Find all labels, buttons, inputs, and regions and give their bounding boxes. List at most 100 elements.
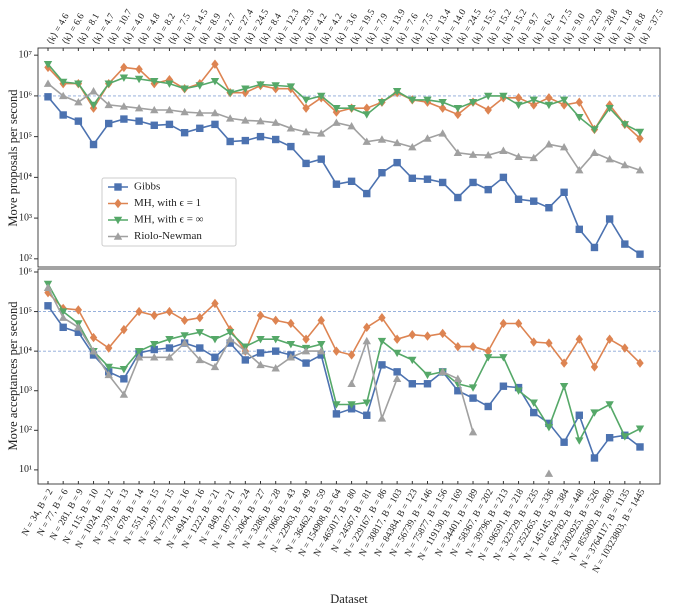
marker [468, 150, 478, 158]
y-tick-label: 10⁵ [19, 131, 33, 142]
marker [165, 120, 174, 129]
marker [271, 315, 280, 326]
marker [620, 160, 630, 169]
marker [119, 102, 129, 110]
marker [165, 336, 174, 344]
marker [302, 359, 310, 367]
marker [514, 101, 523, 110]
marker [113, 216, 123, 225]
marker [302, 159, 310, 168]
marker [621, 343, 629, 353]
marker [423, 96, 432, 105]
marker [484, 185, 492, 194]
marker [575, 411, 583, 419]
marker [211, 298, 219, 309]
marker [180, 338, 189, 347]
marker [256, 360, 265, 369]
marker [271, 135, 280, 144]
marker [120, 324, 128, 335]
marker [392, 374, 402, 383]
marker [453, 148, 463, 157]
series-line [47, 292, 641, 369]
marker [165, 306, 174, 317]
marker [454, 341, 462, 352]
marker [332, 346, 341, 356]
marker [635, 128, 645, 137]
marker [362, 137, 371, 145]
marker [392, 349, 402, 358]
marker [225, 114, 235, 122]
marker [134, 75, 144, 84]
marker [636, 250, 644, 258]
marker [43, 61, 53, 69]
marker [104, 100, 113, 109]
marker [105, 343, 113, 353]
marker [393, 368, 401, 376]
marker [363, 103, 371, 113]
marker [544, 423, 554, 432]
marker [347, 350, 356, 360]
marker [393, 158, 401, 167]
marker [347, 401, 356, 409]
marker [377, 414, 387, 422]
marker [514, 195, 523, 203]
marker [545, 203, 553, 212]
marker [165, 344, 174, 352]
marker [423, 371, 432, 380]
legend-label: Riolo-Newman [134, 230, 202, 242]
marker [332, 180, 341, 188]
y-tick-label: 10¹ [19, 464, 32, 475]
marker [620, 433, 630, 441]
marker [74, 117, 83, 125]
marker [408, 96, 417, 105]
marker [74, 323, 83, 331]
marker [226, 137, 234, 146]
marker [438, 178, 447, 187]
marker [59, 323, 67, 332]
marker [119, 390, 129, 398]
series-line [47, 62, 641, 140]
marker [529, 96, 538, 105]
marker [423, 134, 432, 142]
marker [529, 399, 538, 407]
marker [165, 105, 174, 114]
marker [635, 165, 645, 174]
marker [363, 189, 371, 198]
top-panel-frame [37, 47, 661, 268]
marker [378, 361, 386, 369]
marker [105, 119, 113, 128]
marker [544, 140, 554, 148]
marker [58, 78, 68, 87]
bottom-panel-frame [37, 268, 661, 485]
marker [241, 346, 250, 355]
y-tick-label: 10³ [19, 385, 32, 396]
marker [454, 109, 462, 120]
marker [620, 121, 630, 129]
marker [545, 419, 553, 428]
marker [514, 93, 523, 103]
y-tick-label: 10⁵ [19, 306, 33, 317]
marker [484, 105, 492, 115]
marker [469, 178, 477, 187]
marker [560, 188, 568, 196]
series-line [47, 305, 641, 460]
marker [134, 103, 144, 112]
marker [590, 126, 599, 134]
marker [256, 132, 265, 141]
marker [210, 77, 220, 86]
marker [499, 318, 508, 329]
marker [590, 454, 599, 462]
marker [560, 438, 568, 446]
marker [210, 336, 220, 344]
marker [408, 356, 417, 365]
y-axis-label: Move proposals per second [6, 89, 20, 227]
marker [362, 336, 371, 345]
marker [423, 175, 432, 183]
marker [605, 215, 614, 223]
marker [180, 315, 189, 326]
marker [271, 347, 280, 355]
marker [484, 92, 493, 101]
marker [575, 165, 584, 174]
marker [438, 99, 447, 107]
